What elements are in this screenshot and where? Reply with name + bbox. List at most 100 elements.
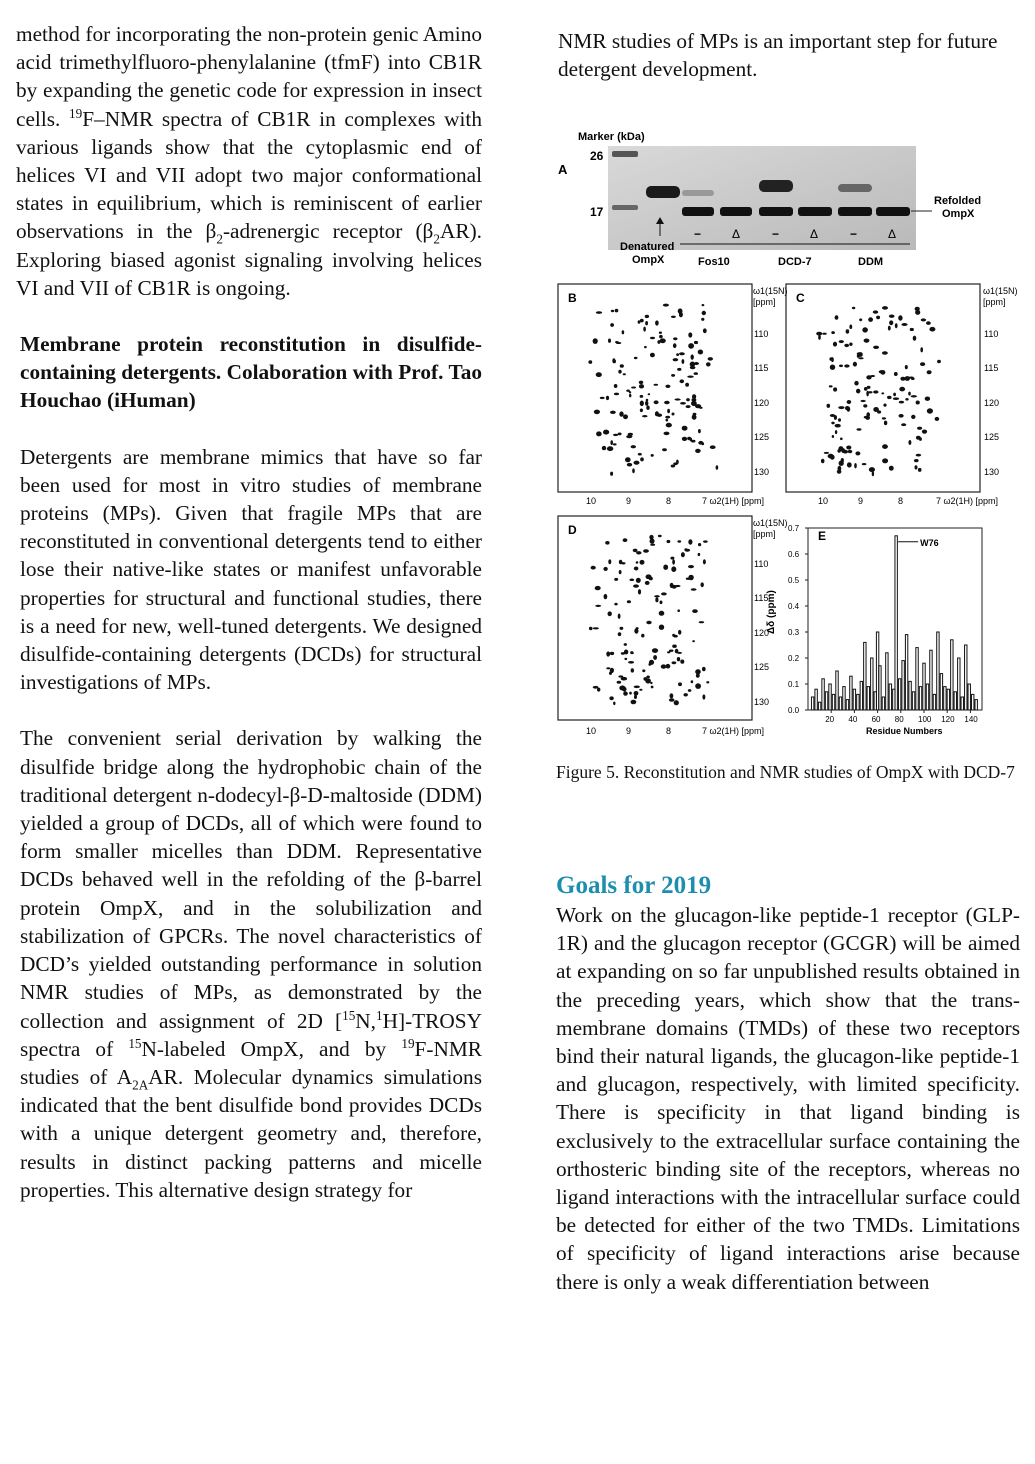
denatured-label: Denatured — [620, 241, 674, 253]
nmr-peak — [926, 321, 931, 325]
nmr-peak — [636, 551, 642, 555]
gel-band — [612, 151, 638, 157]
nmr-peak — [926, 408, 933, 414]
nmr-peak — [690, 680, 694, 684]
x-tick-label: 40 — [848, 715, 857, 724]
gel-band — [682, 190, 714, 196]
x-tick-label: 80 — [895, 715, 904, 724]
nmr-peak — [838, 446, 844, 452]
left-column: method for incorporating the non-protein… — [16, 20, 482, 1204]
nmr-peak — [900, 376, 906, 381]
y-tick: 120 — [984, 398, 999, 408]
nmr-peak — [638, 384, 645, 389]
nmr-peak — [685, 405, 691, 409]
bar — [943, 686, 947, 711]
nmr-peak — [715, 465, 719, 470]
nmr-peak — [697, 349, 704, 355]
x-tick-label: 100 — [918, 715, 932, 724]
nmr-peak — [618, 570, 622, 575]
subscript: 2A — [132, 1077, 149, 1093]
nmr-peak — [645, 400, 649, 406]
nmr-peak — [893, 392, 896, 397]
nmr-peak — [665, 422, 672, 428]
nmr-peak — [672, 343, 677, 349]
nmr-peak — [647, 393, 651, 396]
y-tick: 110 — [984, 329, 998, 339]
bar — [957, 657, 961, 711]
nmr-peak — [926, 370, 932, 375]
lane-sign: − — [850, 227, 857, 241]
bar — [897, 678, 902, 711]
nmr-peak — [831, 421, 835, 425]
bar — [885, 652, 889, 711]
y-unit-label: ω1(15N) — [753, 286, 788, 296]
axis-labels-c: ω1(15N) [ppm] 110 115 120 125 130 10 9 8… — [818, 286, 1018, 506]
y-unit-label: [ppm] — [753, 529, 776, 539]
nmr-peak — [633, 584, 639, 588]
nmr-peak — [844, 364, 850, 368]
nmr-peak — [829, 364, 836, 370]
nmr-peak — [920, 318, 927, 322]
nmr-peak — [625, 457, 631, 463]
y-tick: 115 — [754, 363, 768, 373]
nmr-peak — [620, 652, 625, 655]
nmr-peak — [929, 326, 936, 332]
bar — [929, 649, 933, 711]
nmr-peak — [646, 675, 650, 679]
nmr-peak — [887, 395, 892, 400]
nmr-peak — [690, 588, 697, 591]
nmr-peak — [680, 552, 685, 558]
superscript: 19 — [69, 105, 83, 121]
nmr-peak — [915, 309, 921, 315]
y-unit-label: [ppm] — [983, 297, 1006, 307]
nmr-peak — [635, 561, 639, 564]
arrow-head-icon — [656, 217, 664, 224]
spectrum-frame — [785, 283, 981, 493]
nmr-peak — [613, 359, 616, 364]
nmr-peak — [702, 694, 706, 700]
nmr-peak — [610, 323, 614, 327]
nmr-peak — [639, 688, 643, 691]
nmr-peak — [849, 324, 853, 330]
nmr-peak — [709, 445, 716, 449]
nmr-peak — [633, 566, 639, 571]
nmr-peak — [679, 352, 685, 356]
y-unit-label: ω1(15N) — [983, 286, 1018, 296]
nmr-peak — [634, 628, 639, 634]
nmr-peak — [876, 315, 881, 320]
nmr-peak — [630, 445, 636, 449]
nmr-peak — [618, 675, 624, 678]
nmr-peak — [614, 308, 619, 313]
gel-band — [838, 207, 872, 216]
nmr-peak — [653, 383, 659, 386]
nmr-peak — [617, 613, 621, 619]
nmr-peak — [695, 669, 701, 675]
nmr-peak — [908, 440, 912, 445]
y-tick-label: 0.4 — [788, 602, 800, 611]
y-axis-label: Δδ (ppm) — [766, 590, 777, 634]
nmr-peak — [918, 437, 922, 441]
nmr-peak — [657, 534, 662, 538]
nmr-peak — [677, 609, 680, 612]
nmr-peak — [639, 559, 645, 565]
nmr-peak — [697, 552, 701, 557]
bar — [904, 634, 909, 711]
nmr-peak — [683, 693, 688, 697]
nmr-peak — [663, 564, 669, 570]
y-tick: 120 — [754, 628, 769, 638]
nmr-peak — [911, 414, 916, 419]
bar-chart: 0.0 0.1 0.2 0.3 0.4 0.5 0.6 0.7 20 40 60 80 100 120 14… — [788, 524, 983, 724]
nmr-peak — [838, 460, 844, 466]
nmr-peak — [856, 428, 862, 431]
nmr-peak — [692, 609, 698, 613]
nmr-peak — [680, 402, 686, 405]
nmr-peak — [892, 397, 900, 400]
nmr-peak — [689, 437, 693, 442]
y-tick-label: 0.1 — [788, 680, 800, 689]
nmr-peak — [914, 459, 919, 463]
nmr-peak — [631, 386, 637, 389]
nmr-peak — [691, 414, 697, 420]
nmr-peak — [676, 657, 681, 662]
nmr-peak — [622, 373, 626, 376]
nmr-peak — [606, 446, 614, 452]
